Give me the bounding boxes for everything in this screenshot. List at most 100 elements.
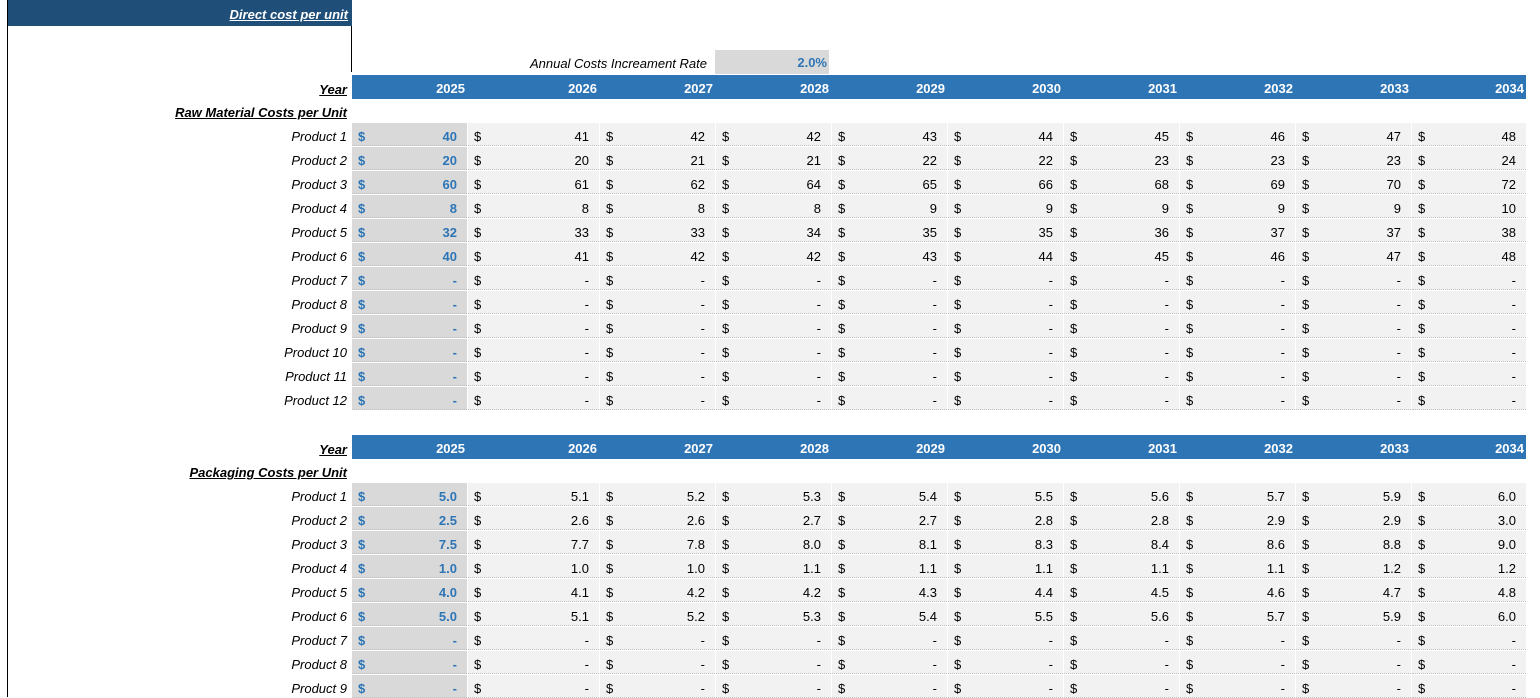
value-cell[interactable]: $ - [716, 267, 831, 290]
value-cell[interactable]: $2.9 [1296, 507, 1411, 530]
value-cell[interactable]: $ - [948, 339, 1063, 362]
value-cell[interactable]: $8 [468, 195, 599, 218]
input-cell[interactable]: $5.0 [352, 603, 467, 626]
value-cell[interactable]: $ - [1412, 627, 1526, 650]
value-cell[interactable]: $ - [948, 315, 1063, 338]
value-cell[interactable]: $7.7 [468, 531, 599, 554]
value-cell[interactable]: $ - [1296, 339, 1411, 362]
value-cell[interactable]: $7.8 [600, 531, 715, 554]
value-cell[interactable]: $9 [1180, 195, 1295, 218]
value-cell[interactable]: $1.0 [468, 555, 599, 578]
value-cell[interactable]: $ - [832, 651, 947, 674]
value-cell[interactable]: $ - [600, 627, 715, 650]
value-cell[interactable]: $42 [716, 123, 831, 146]
value-cell[interactable]: $1.1 [1064, 555, 1179, 578]
value-cell[interactable]: $2.6 [600, 507, 715, 530]
value-cell[interactable]: $20 [468, 147, 599, 170]
value-cell[interactable]: $ - [716, 651, 831, 674]
value-cell[interactable]: $2.6 [468, 507, 599, 530]
value-cell[interactable]: $9 [1296, 195, 1411, 218]
value-cell[interactable]: $8.6 [1180, 531, 1295, 554]
value-cell[interactable]: $ - [1412, 363, 1526, 386]
value-cell[interactable]: $4.4 [948, 579, 1063, 602]
value-cell[interactable]: $ - [948, 675, 1063, 698]
value-cell[interactable]: $23 [1064, 147, 1179, 170]
value-cell[interactable]: $1.0 [600, 555, 715, 578]
value-cell[interactable]: $ - [1064, 339, 1179, 362]
value-cell[interactable]: $ - [1064, 651, 1179, 674]
value-cell[interactable]: $47 [1296, 123, 1411, 146]
value-cell[interactable]: $ - [468, 267, 599, 290]
rate-input-cell[interactable]: 2.0% [715, 50, 829, 74]
value-cell[interactable]: $45 [1064, 243, 1179, 266]
value-cell[interactable]: $42 [600, 123, 715, 146]
value-cell[interactable]: $5.9 [1296, 603, 1411, 626]
value-cell[interactable]: $1.2 [1412, 555, 1526, 578]
value-cell[interactable]: $5.2 [600, 483, 715, 506]
value-cell[interactable]: $ - [468, 627, 599, 650]
value-cell[interactable]: $ - [1180, 651, 1295, 674]
value-cell[interactable]: $22 [832, 147, 947, 170]
value-cell[interactable]: $9 [948, 195, 1063, 218]
value-cell[interactable]: $48 [1412, 243, 1526, 266]
value-cell[interactable]: $4.1 [468, 579, 599, 602]
value-cell[interactable]: $ - [716, 675, 831, 698]
value-cell[interactable]: $ - [600, 651, 715, 674]
value-cell[interactable]: $ - [948, 291, 1063, 314]
value-cell[interactable]: $33 [600, 219, 715, 242]
value-cell[interactable]: $35 [832, 219, 947, 242]
value-cell[interactable]: $ - [1296, 651, 1411, 674]
value-cell[interactable]: $ - [468, 315, 599, 338]
value-cell[interactable]: $8.1 [832, 531, 947, 554]
value-cell[interactable]: $8 [600, 195, 715, 218]
value-cell[interactable]: $ - [1180, 315, 1295, 338]
value-cell[interactable]: $ - [1296, 627, 1411, 650]
value-cell[interactable]: $ - [1412, 675, 1526, 698]
value-cell[interactable]: $45 [1064, 123, 1179, 146]
value-cell[interactable]: $ - [1064, 387, 1179, 410]
value-cell[interactable]: $ - [1064, 267, 1179, 290]
value-cell[interactable]: $ - [1064, 315, 1179, 338]
value-cell[interactable]: $2.8 [1064, 507, 1179, 530]
value-cell[interactable]: $42 [716, 243, 831, 266]
value-cell[interactable]: $ - [1180, 387, 1295, 410]
input-cell[interactable]: $ - [352, 291, 467, 314]
value-cell[interactable]: $8.4 [1064, 531, 1179, 554]
value-cell[interactable]: $41 [468, 123, 599, 146]
value-cell[interactable]: $23 [1180, 147, 1295, 170]
value-cell[interactable]: $ - [600, 291, 715, 314]
value-cell[interactable]: $44 [948, 123, 1063, 146]
value-cell[interactable]: $46 [1180, 243, 1295, 266]
value-cell[interactable]: $ - [1180, 339, 1295, 362]
value-cell[interactable]: $9.0 [1412, 531, 1526, 554]
value-cell[interactable]: $47 [1296, 243, 1411, 266]
value-cell[interactable]: $ - [1296, 675, 1411, 698]
value-cell[interactable]: $4.2 [600, 579, 715, 602]
value-cell[interactable]: $5.5 [948, 603, 1063, 626]
value-cell[interactable]: $2.7 [832, 507, 947, 530]
value-cell[interactable]: $2.8 [948, 507, 1063, 530]
value-cell[interactable]: $ - [716, 339, 831, 362]
value-cell[interactable]: $4.3 [832, 579, 947, 602]
value-cell[interactable]: $41 [468, 243, 599, 266]
value-cell[interactable]: $42 [600, 243, 715, 266]
value-cell[interactable]: $ - [716, 315, 831, 338]
value-cell[interactable]: $ - [948, 363, 1063, 386]
input-cell[interactable]: $32 [352, 219, 467, 242]
value-cell[interactable]: $4.6 [1180, 579, 1295, 602]
value-cell[interactable]: $36 [1064, 219, 1179, 242]
value-cell[interactable]: $35 [948, 219, 1063, 242]
value-cell[interactable]: $22 [948, 147, 1063, 170]
value-cell[interactable]: $ - [832, 291, 947, 314]
value-cell[interactable]: $ - [1296, 315, 1411, 338]
value-cell[interactable]: $61 [468, 171, 599, 194]
input-cell[interactable]: $2.5 [352, 507, 467, 530]
input-cell[interactable]: $40 [352, 123, 467, 146]
value-cell[interactable]: $43 [832, 243, 947, 266]
input-cell[interactable]: $ - [352, 315, 467, 338]
value-cell[interactable]: $5.4 [832, 483, 947, 506]
value-cell[interactable]: $5.6 [1064, 483, 1179, 506]
value-cell[interactable]: $ - [1296, 291, 1411, 314]
value-cell[interactable]: $9 [832, 195, 947, 218]
value-cell[interactable]: $ - [1412, 315, 1526, 338]
